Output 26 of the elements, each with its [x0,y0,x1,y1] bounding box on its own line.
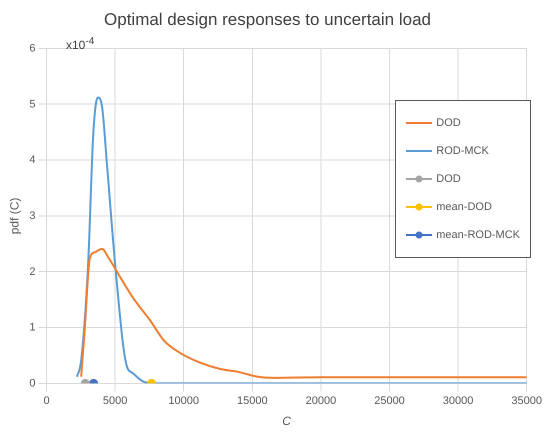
legend-label: ROD-MCK [436,145,489,157]
line-series [80,248,527,379]
y-tick-label: 1 [29,322,36,334]
x-tick-label: 25000 [374,395,405,408]
legend-label: mean-ROD-MCK [436,229,520,241]
y-tick-label: 4 [29,154,36,166]
y-tick-label: 5 [29,98,36,110]
x-axis-title: C [282,414,292,428]
annotation: x10$^{-4}$ [66,36,94,52]
x-tick-label: 5000 [102,395,128,408]
x-tick-label: 10000 [168,395,200,408]
legend-label: DOD [436,117,461,129]
y-tick-label: 3 [29,210,36,222]
x-tick-label: 0 [43,395,50,408]
x-tick-label: 30000 [442,395,474,408]
y-tick-label: 6 [29,42,36,54]
legend-label: DOD [436,173,461,185]
y-axis-title: pdf (C) [8,198,22,234]
x-tick-label: 35000 [511,395,542,408]
chart-title: Optimal design responses to uncertain load [104,10,431,29]
line-series [76,96,527,384]
legend-label: mean-DOD [436,201,492,213]
x-tick-label: 20000 [306,395,336,408]
y-tick-label: 2 [29,266,36,278]
y-tick-label: 0 [29,377,36,390]
x-tick-label: 15000 [237,395,268,408]
